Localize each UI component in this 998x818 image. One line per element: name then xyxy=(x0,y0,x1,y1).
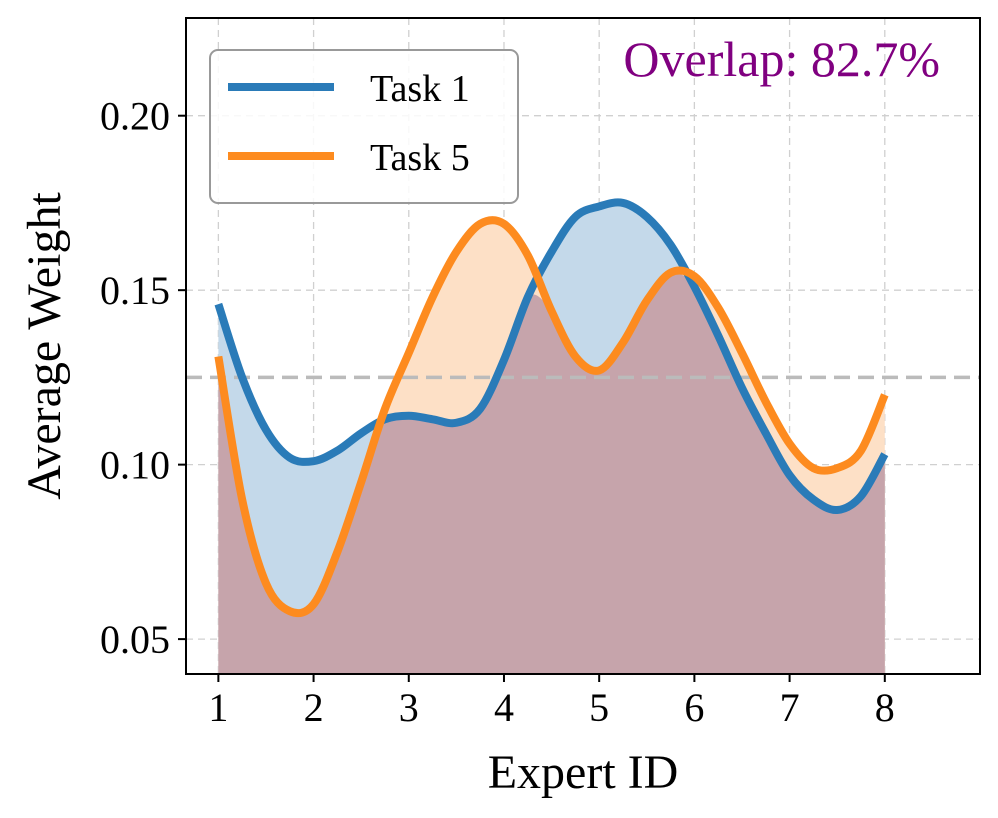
x-tick-label-6: 6 xyxy=(684,685,704,730)
x-tick-label-3: 3 xyxy=(399,685,419,730)
x-tick-label-8: 8 xyxy=(875,685,895,730)
legend: Task 1 Task 5 xyxy=(209,49,519,204)
legend-box xyxy=(209,49,519,204)
legend-label-task-1: Task 1 xyxy=(370,68,470,110)
y-ticks: 0.05 0.10 0.15 0.20 xyxy=(100,94,186,662)
y-tick-label-0.15: 0.15 xyxy=(100,268,170,313)
y-axis-label: Average Weight xyxy=(18,192,71,500)
x-tick-label-1: 1 xyxy=(208,685,228,730)
series-line-task-1 xyxy=(214,198,889,515)
y-tick-label-0.20: 0.20 xyxy=(100,94,170,139)
x-axis-label: Expert ID xyxy=(488,746,679,799)
x-tick-label-4: 4 xyxy=(494,685,514,730)
series-line-task-5 xyxy=(214,216,889,618)
plot-frame xyxy=(185,17,981,675)
x-tick-label-2: 2 xyxy=(304,685,324,730)
overlap-area-fill xyxy=(218,272,885,674)
x-tick-label-5: 5 xyxy=(589,685,609,730)
x-tick-label-7: 7 xyxy=(780,685,800,730)
overlap-annotation: Overlap: 82.7% xyxy=(623,31,940,87)
y-tick-label-0.10: 0.10 xyxy=(100,443,170,488)
legend-label-task-5: Task 5 xyxy=(370,137,470,179)
x-ticks: 1 2 3 4 5 6 7 8 xyxy=(208,674,895,730)
series-lines xyxy=(214,198,889,618)
y-tick-label-0.05: 0.05 xyxy=(100,617,170,662)
